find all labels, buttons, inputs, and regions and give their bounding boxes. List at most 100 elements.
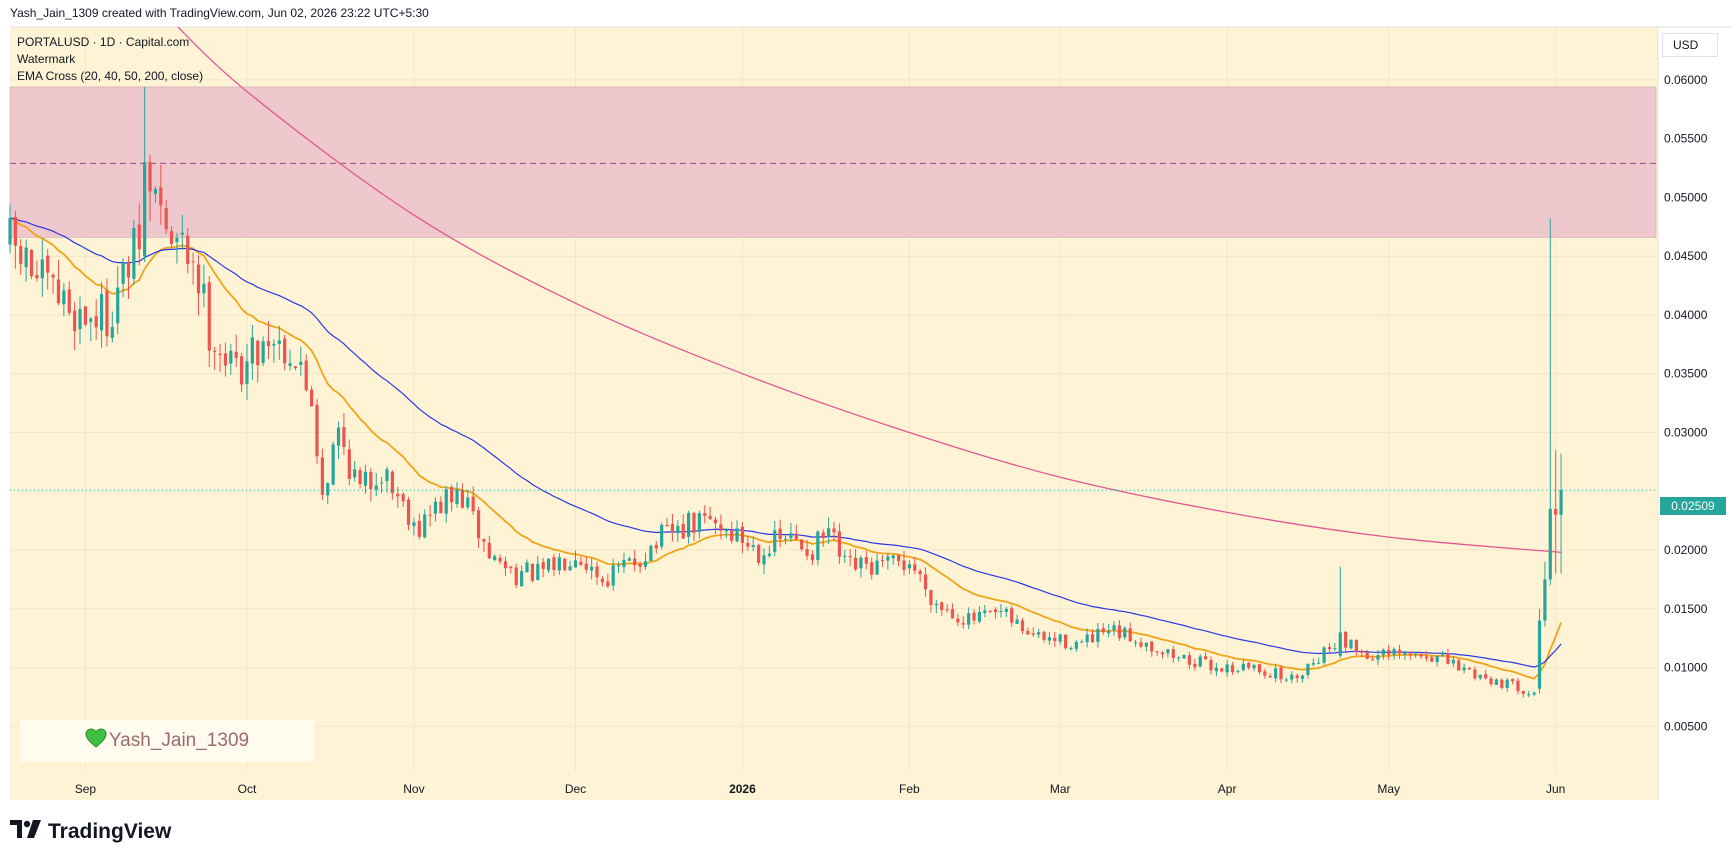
candle [1171,645,1175,663]
candle [848,549,852,567]
candle [546,557,551,573]
chart-legend[interactable]: PORTALUSD · 1D · Capital.com Watermark E… [17,34,203,85]
candle [1311,658,1315,667]
candle [272,339,276,363]
candle [1204,651,1208,660]
candle [514,563,518,589]
candle [196,255,201,316]
candle [299,346,303,376]
candle [843,549,847,564]
candle [1160,651,1165,659]
candle [1435,656,1439,667]
candle [396,487,400,508]
candle [1031,627,1035,637]
candle [56,259,61,306]
candle [363,464,368,494]
candle [670,513,675,542]
candle [455,482,459,508]
candle [234,334,238,367]
candle [563,557,567,572]
candle [1327,642,1332,654]
candle [1295,673,1299,683]
ema-cross-legend-item[interactable]: EMA Cross (20, 40, 50, 200, close) [17,69,204,83]
candle [520,565,524,587]
candle [320,448,324,501]
candle [1144,642,1148,652]
symbol-title[interactable]: PORTALUSD · 1D · Capital.com [17,35,190,49]
candle [143,86,147,263]
tradingview-branding[interactable]: TradingView [10,820,171,844]
zone-rect [9,86,1657,238]
candle [498,554,502,565]
candle [1198,654,1202,668]
candle [1063,634,1068,650]
candle [186,228,190,274]
chart-caption: Yash_Jain_1309 created with TradingView.… [10,6,429,20]
candle [342,412,346,456]
candle [315,399,319,465]
candle [503,556,508,577]
candle [1467,666,1472,670]
candle [126,256,131,300]
watermark-legend-item[interactable]: Watermark [17,52,76,66]
candle [213,346,217,370]
candle [708,506,712,520]
candle [1554,450,1558,574]
candle [116,266,120,335]
candle [309,385,314,407]
candle [73,301,77,351]
price-axis-background [1658,27,1732,800]
candle [902,550,906,576]
price-tick-label: 0.03500 [1664,367,1708,381]
candle [697,510,701,539]
candle [1214,662,1218,677]
price-tick-label: 0.04500 [1664,249,1708,263]
candle [703,505,707,524]
candle [1322,646,1326,665]
candle [993,607,998,619]
candle [757,543,761,566]
candle [180,214,184,251]
candle [153,186,158,203]
candle [967,607,971,629]
currency-button[interactable]: USD [1662,33,1718,57]
candle [1123,626,1127,640]
candle [794,524,798,540]
time-tick-label: Sep [75,782,97,796]
candle [552,554,556,577]
candle [1548,218,1552,586]
candle [972,609,976,625]
watermark: Yash_Jain_1309 [20,720,314,762]
candle [1489,676,1493,687]
candle [1473,666,1477,681]
candle [175,232,179,264]
candle [1317,657,1321,665]
candle [719,514,723,540]
candle [304,354,308,392]
time-tick-label: Jun [1546,782,1565,796]
candle [654,540,658,554]
candles [8,86,1563,698]
candle [1080,639,1084,644]
candle [99,281,104,348]
candle [1037,628,1041,638]
candle [735,520,739,543]
candle [525,559,529,573]
candle [681,514,685,540]
candle [1155,651,1159,656]
price-tick-label: 0.04000 [1664,308,1708,322]
candle [256,339,260,383]
candle [541,557,545,578]
candle [293,365,298,371]
price-axis-labels: 0.06000 0.05500 0.05000 0.04500 0.04000 0.035… [1664,73,1708,733]
candle [1440,650,1445,657]
candle [821,529,825,547]
candle [676,520,680,542]
time-tick-label: 2026 [729,782,756,796]
candle [870,557,874,580]
candle [331,441,335,486]
candle [46,248,50,290]
candle [406,496,411,531]
candle [837,523,841,565]
price-tick-label: 0.05000 [1664,190,1708,204]
